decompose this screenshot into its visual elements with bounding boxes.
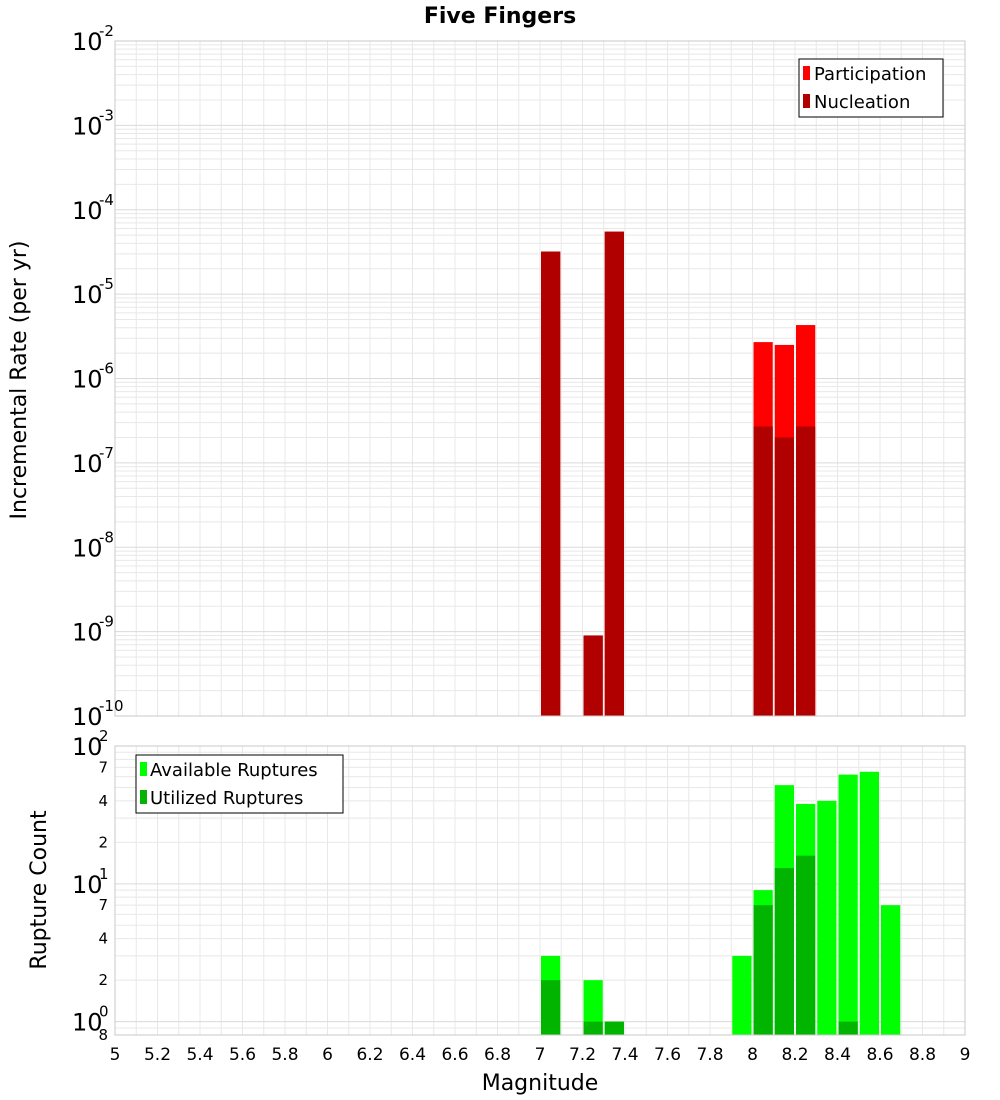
count-y-tick-label: 10: [72, 871, 103, 899]
rate-legend-box: [798, 58, 944, 118]
available-bar: [732, 955, 752, 1035]
x-tick-label: 7.8: [696, 1045, 723, 1065]
utilized-bar: [774, 868, 794, 1035]
rate-y-tick-label: 10: [72, 619, 103, 647]
x-tick-labels: 5 5.2 5.4 5.6 5.8 6 6.2 6.4 6.6 6.8 7 7.2 7.4 7.6 7.8 8…: [110, 1045, 971, 1065]
participation-legend-label: Participation: [814, 64, 926, 85]
count-y-minor-tick-label: 8: [98, 1026, 108, 1044]
x-tick-label: 6.4: [399, 1045, 426, 1065]
available-legend-label: Available Ruptures: [150, 760, 318, 781]
x-tick-label: 5.8: [271, 1045, 298, 1065]
nucleation-bar: [583, 635, 603, 716]
x-tick-label: 7.2: [569, 1045, 596, 1065]
rate-y-tick-label: 10: [72, 197, 103, 225]
x-tick-label: 5.2: [144, 1045, 171, 1065]
count-bars: [541, 771, 901, 1035]
nucleation-bar: [541, 251, 561, 716]
utilized-bar: [604, 1021, 624, 1035]
count-y-minor-tick-label: 2: [98, 971, 108, 989]
count-y-tick-label: 10: [72, 1009, 103, 1037]
utilized-bar: [583, 1021, 603, 1035]
utilized-legend-swatch: [140, 790, 147, 804]
utilized-bar: [541, 980, 561, 1035]
rate-y-tick-label: 10: [72, 450, 103, 478]
rate-y-tick-label: 10: [72, 112, 103, 140]
rate-y-tick-label-exponent: -8: [99, 528, 114, 546]
rate-y-tick-label: 10: [72, 28, 103, 56]
utilized-bar: [796, 855, 816, 1035]
available-bar: [838, 774, 858, 1035]
x-tick-label: 6: [322, 1045, 333, 1065]
x-tick-label: 9: [960, 1045, 971, 1065]
available-bar: [583, 980, 603, 1035]
available-legend-swatch: [140, 762, 147, 776]
count-y-tick-label-exponent: 1: [99, 865, 109, 883]
x-tick-label: 8.4: [824, 1045, 851, 1065]
rate-y-tick-label: 10: [72, 703, 103, 731]
count-y-tick-label: 10: [72, 733, 103, 761]
rate-y-tick-label: 10: [72, 534, 103, 562]
x-axis-label: Magnitude: [482, 1071, 599, 1096]
x-tick-label: 6.8: [484, 1045, 511, 1065]
rate-y-tick-label-exponent: -3: [99, 106, 114, 124]
count-y-axis-label: Rupture Count: [27, 810, 52, 970]
participation-legend-swatch: [803, 66, 810, 80]
nucleation-legend-swatch: [803, 94, 810, 108]
available-bar: [859, 771, 879, 1035]
x-tick-label: 6.6: [441, 1045, 468, 1065]
count-y-minor-tick-label: 7: [98, 758, 108, 776]
x-tick-label: 8.8: [909, 1045, 936, 1065]
rate-grid: [114, 41, 966, 717]
count-y-tick-label-exponent: 0: [99, 1003, 109, 1021]
rate-y-tick-label-exponent: -5: [99, 275, 114, 293]
rate-y-tick-label-exponent: -6: [99, 360, 114, 378]
count-y-minor-tick-label: 4: [98, 792, 108, 810]
x-tick-label: 7.4: [611, 1045, 638, 1065]
nucleation-legend-label: Nucleation: [814, 92, 910, 113]
rate-y-tick-label-exponent: -2: [99, 22, 114, 40]
rate-y-axis-label: Incremental Rate (per yr): [7, 241, 32, 520]
utilized-bar: [838, 1021, 858, 1035]
x-tick-label: 6.2: [356, 1045, 383, 1065]
x-tick-label: 5.4: [186, 1045, 213, 1065]
count-y-minor-tick-label: 7: [98, 896, 108, 914]
rate-plot-frame: [114, 40, 966, 717]
x-tick-label: 7: [535, 1045, 546, 1065]
rate-y-tick-label-exponent: -10: [99, 697, 124, 715]
rate-y-tick-labels: 10-210-310-410-510-610-710-810-910-10: [72, 22, 124, 731]
x-tick-label: 5.6: [229, 1045, 256, 1065]
count-y-tick-label-exponent: 2: [99, 727, 109, 745]
rate-y-tick-label: 10: [72, 281, 103, 309]
count-y-minor-tick-label: 2: [98, 833, 108, 851]
x-tick-label: 8: [747, 1045, 758, 1065]
nucleation-bar: [753, 426, 773, 716]
available-bar: [881, 905, 901, 1035]
rate-y-tick-label-exponent: -7: [99, 444, 114, 462]
nucleation-bar: [774, 437, 794, 716]
chart-title: Five Fingers: [424, 4, 576, 29]
x-tick-label: 5: [110, 1045, 121, 1065]
x-tick-label: 8.6: [866, 1045, 893, 1065]
x-tick-label: 8.2: [781, 1045, 808, 1065]
rate-panel: 10-210-310-410-510-610-710-810-910-10 In…: [7, 22, 966, 731]
nucleation-bar: [604, 231, 624, 716]
rate-y-tick-label-exponent: -4: [99, 191, 114, 209]
rate-legend: Participation Nucleation: [798, 58, 944, 118]
rate-bars: [541, 231, 816, 716]
utilized-legend-label: Utilized Ruptures: [150, 788, 303, 809]
x-tick-label: 7.6: [654, 1045, 681, 1065]
count-legend-box: [135, 754, 344, 814]
nucleation-bar: [796, 426, 816, 716]
count-plot-frame: [114, 745, 966, 1036]
available-bar: [817, 800, 837, 1035]
rate-y-tick-label-exponent: -9: [99, 613, 114, 631]
utilized-bar: [753, 905, 773, 1035]
count-legend: Available Ruptures Utilized Ruptures: [135, 754, 344, 814]
count-y-minor-tick-label: 4: [98, 930, 108, 948]
rate-y-tick-label: 10: [72, 366, 103, 394]
